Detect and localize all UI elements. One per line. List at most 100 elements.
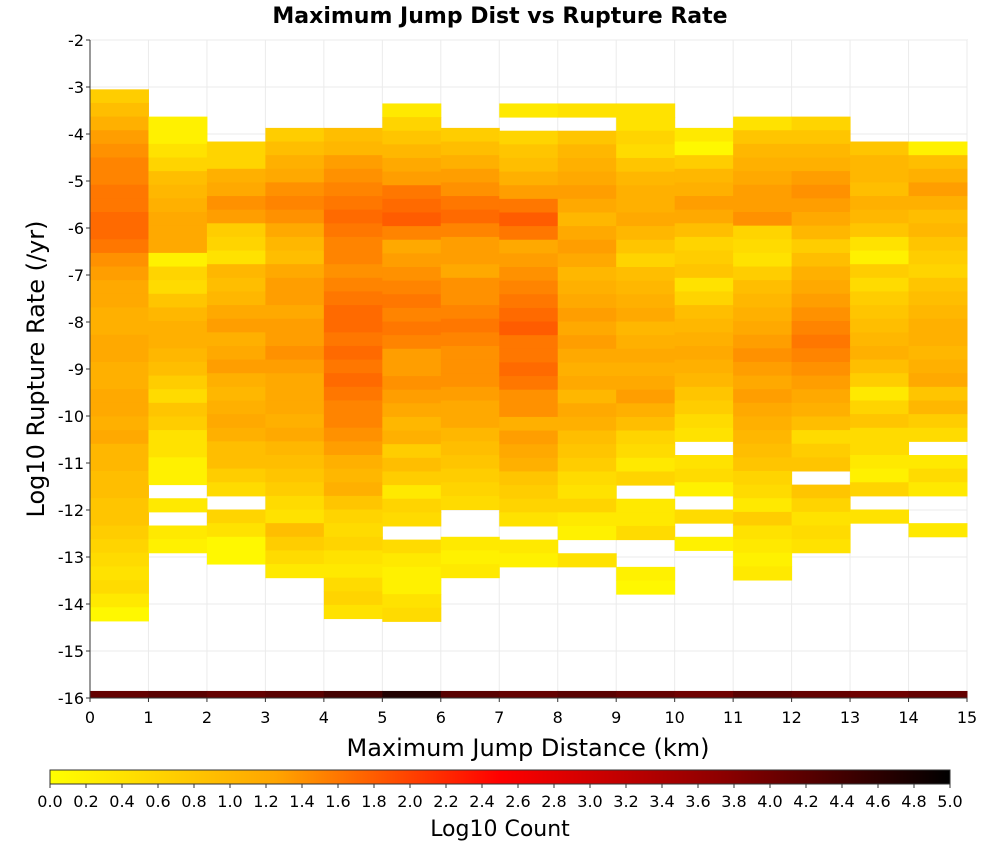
heatmap-cell [206, 482, 266, 497]
heatmap-cell-bottom [382, 690, 442, 698]
heatmap-cell [733, 157, 793, 172]
heatmap-cell [908, 482, 968, 497]
heatmap-cell [265, 250, 325, 265]
heatmap-cell [440, 168, 500, 183]
colorbar-tick-label: 4.6 [865, 792, 890, 811]
heatmap-cell [616, 471, 676, 486]
heatmap-cell [733, 484, 793, 499]
heatmap-cell [908, 414, 968, 429]
heatmap-cell [323, 277, 383, 292]
heatmap-cell [440, 236, 500, 252]
x-tick-label: 12 [781, 708, 801, 727]
heatmap-cell-bottom [733, 690, 793, 698]
heatmap-cell [499, 389, 559, 404]
heatmap-cell [323, 305, 383, 320]
chart-title: Maximum Jump Dist vs Rupture Rate [272, 4, 727, 29]
heatmap-cell [206, 345, 266, 361]
heatmap-cell [90, 470, 149, 486]
heatmap-cell [323, 482, 383, 497]
heatmap-cell [674, 182, 734, 197]
heatmap-cell [850, 141, 910, 156]
heatmap-cell [850, 386, 910, 401]
heatmap-cell [382, 580, 442, 595]
heatmap-cell [850, 359, 910, 374]
heatmap-cell [206, 168, 266, 183]
heatmap-cell [908, 291, 968, 306]
heatmap-cell [791, 225, 851, 240]
x-tick-label: 5 [377, 708, 387, 727]
heatmap-cell [733, 566, 793, 581]
heatmap-cell [616, 144, 676, 159]
heatmap-cell [557, 144, 617, 159]
heatmap-cell [733, 511, 793, 527]
heatmap-cell [499, 348, 559, 363]
heatmap-cell [265, 345, 325, 361]
heatmap-cell [206, 209, 266, 224]
heatmap-cell [265, 441, 325, 456]
heatmap-cell [733, 443, 793, 458]
heatmap-cell [908, 141, 968, 156]
heatmap-cell [791, 116, 851, 131]
heatmap-cell [323, 196, 383, 211]
colorbar-tick-label: 2.0 [397, 792, 422, 811]
heatmap-cell [148, 116, 208, 131]
y-tick-label: -3 [68, 78, 84, 97]
heatmap-cell [908, 332, 968, 347]
heatmap-cell [733, 293, 793, 308]
heatmap-cell [206, 291, 266, 306]
heatmap-cell [733, 184, 793, 199]
heatmap-cell [850, 168, 910, 183]
heatmap-cell [791, 184, 851, 199]
heatmap-cell [557, 280, 617, 295]
heatmap-cell [791, 361, 851, 377]
heatmap-cell [90, 321, 149, 336]
heatmap-cell [557, 226, 617, 241]
heatmap-cell [674, 250, 734, 265]
heatmap-cell [557, 348, 617, 363]
colorbar-tick-label: 4.2 [793, 792, 818, 811]
heatmap-cell [557, 239, 617, 254]
heatmap-cell [733, 552, 793, 567]
heatmap-cell [440, 155, 500, 170]
heatmap-cell [674, 468, 734, 483]
heatmap-cell [265, 523, 325, 538]
heatmap-cell [850, 441, 910, 456]
heatmap-cell [850, 223, 910, 238]
heatmap-cell [90, 266, 149, 281]
heatmap-cell [440, 250, 500, 265]
heatmap-cell [616, 294, 676, 309]
colorbar-tick-label: 3.4 [649, 792, 674, 811]
heatmap-cell [440, 441, 500, 456]
heatmap-cell [206, 277, 266, 292]
heatmap-cell [499, 416, 559, 432]
heatmap-cells [90, 89, 968, 698]
heatmap-cell [323, 373, 383, 388]
heatmap-cell [382, 335, 442, 350]
heatmap-cell [90, 389, 149, 404]
heatmap-cell [148, 198, 208, 213]
heatmap-cell [382, 171, 442, 186]
heatmap-cell [616, 321, 676, 336]
heatmap-cell [616, 457, 676, 472]
heatmap-cell [148, 525, 208, 540]
heatmap-cell [499, 198, 559, 213]
heatmap-cell [323, 577, 383, 592]
heatmap-cell [674, 291, 734, 306]
heatmap-cell [90, 375, 149, 390]
heatmap-cell [791, 539, 851, 554]
heatmap-cell [265, 400, 325, 415]
heatmap-cell [265, 223, 325, 238]
colorbar-tick-label: 1.6 [325, 792, 350, 811]
x-axis-label: Maximum Jump Distance (km) [347, 734, 710, 762]
heatmap-cell [733, 416, 793, 431]
heatmap-cell [440, 550, 500, 565]
heatmap-cell [440, 400, 500, 415]
heatmap-cell [90, 157, 149, 172]
heatmap-cell [440, 373, 500, 388]
heatmap-cell [90, 511, 149, 527]
heatmap-cell [90, 171, 149, 186]
heatmap-cell [674, 127, 734, 143]
x-tick-label: 3 [260, 708, 270, 727]
heatmap-cell [616, 444, 676, 459]
heatmap-cell-bottom [148, 690, 208, 698]
